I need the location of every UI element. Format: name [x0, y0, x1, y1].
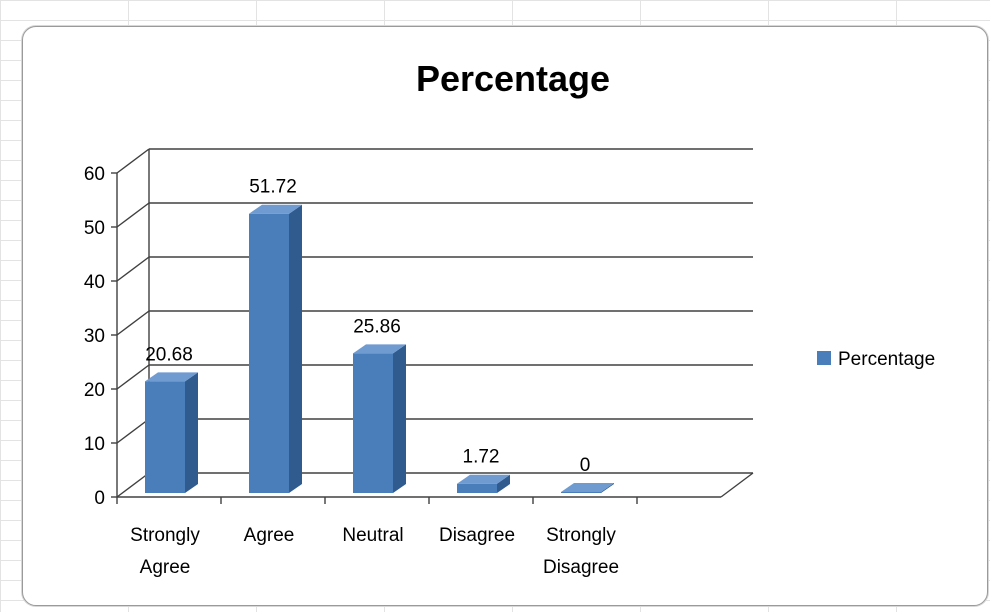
- gridline-depth: [116, 418, 150, 444]
- bar[interactable]: [457, 474, 510, 493]
- bar-side: [393, 344, 406, 493]
- y-tick-label: 30: [84, 326, 105, 347]
- bar-side: [601, 483, 614, 493]
- category-label: Agree: [244, 525, 295, 546]
- data-label: 20.68: [145, 344, 193, 365]
- bar-top: [145, 372, 198, 382]
- category-label: Strongly: [546, 525, 616, 546]
- bar-top: [457, 474, 510, 484]
- bar-side: [497, 474, 510, 493]
- y-axis-ticks: 0 10 20 30 40 50 60: [84, 164, 638, 509]
- bar-front: [457, 483, 497, 493]
- gridline-depth: [116, 256, 150, 282]
- bar[interactable]: [353, 344, 406, 493]
- category-label: Strongly: [130, 525, 200, 546]
- bar-front: [353, 353, 393, 493]
- legend-swatch: [817, 351, 831, 365]
- chart-title: Percentage: [416, 58, 610, 99]
- y-tick-label: 60: [84, 164, 105, 185]
- bar-side: [185, 372, 198, 493]
- category-label: Disagree: [543, 557, 619, 578]
- bar-front: [561, 492, 601, 493]
- chart-bars: [145, 204, 614, 493]
- gridline-depth: [116, 472, 150, 498]
- x-axis-categories: Strongly Agree Agree Neutral Disagree Strongl…: [130, 525, 619, 578]
- bar-top: [561, 483, 614, 492]
- chart-gridlines: [116, 148, 753, 498]
- data-label: 0: [580, 455, 591, 476]
- data-labels: 20.68 51.72 25.86 1.72 0: [145, 177, 590, 476]
- bar-top: [353, 344, 406, 354]
- gridline-depth: [116, 310, 150, 336]
- data-label: 25.86: [353, 316, 401, 337]
- y-tick-label: 40: [84, 272, 105, 293]
- bar-side: [289, 204, 302, 493]
- gridline-depth: [116, 202, 150, 228]
- data-label: 51.72: [249, 177, 297, 198]
- data-label: 1.72: [463, 447, 500, 468]
- floor-right-edge: [720, 472, 754, 498]
- legend[interactable]: Percentage: [817, 349, 935, 370]
- bar-top: [249, 204, 302, 214]
- y-tick-label: 0: [94, 488, 105, 509]
- chart-area[interactable]: 0 10 20 30 40 50 60 20.68 51.72 25.86 1.72 0 Stron…: [22, 26, 988, 606]
- bar[interactable]: [249, 204, 302, 493]
- chart-walls: [116, 149, 754, 498]
- bar-front: [249, 213, 289, 493]
- category-label: Disagree: [439, 525, 515, 546]
- gridline-depth: [116, 148, 150, 174]
- legend-label: Percentage: [838, 349, 935, 370]
- y-tick-label: 50: [84, 218, 105, 239]
- bar[interactable]: [561, 483, 614, 493]
- bar-front: [145, 381, 185, 493]
- category-label: Neutral: [342, 525, 403, 546]
- chart-svg: 0 10 20 30 40 50 60 20.68 51.72 25.86 1.72 0 Stron…: [84, 58, 935, 578]
- y-tick-label: 10: [84, 434, 105, 455]
- gridline-depth: [116, 364, 150, 390]
- category-label: Agree: [140, 557, 191, 578]
- bar[interactable]: [145, 372, 198, 493]
- y-tick-label: 20: [84, 380, 105, 401]
